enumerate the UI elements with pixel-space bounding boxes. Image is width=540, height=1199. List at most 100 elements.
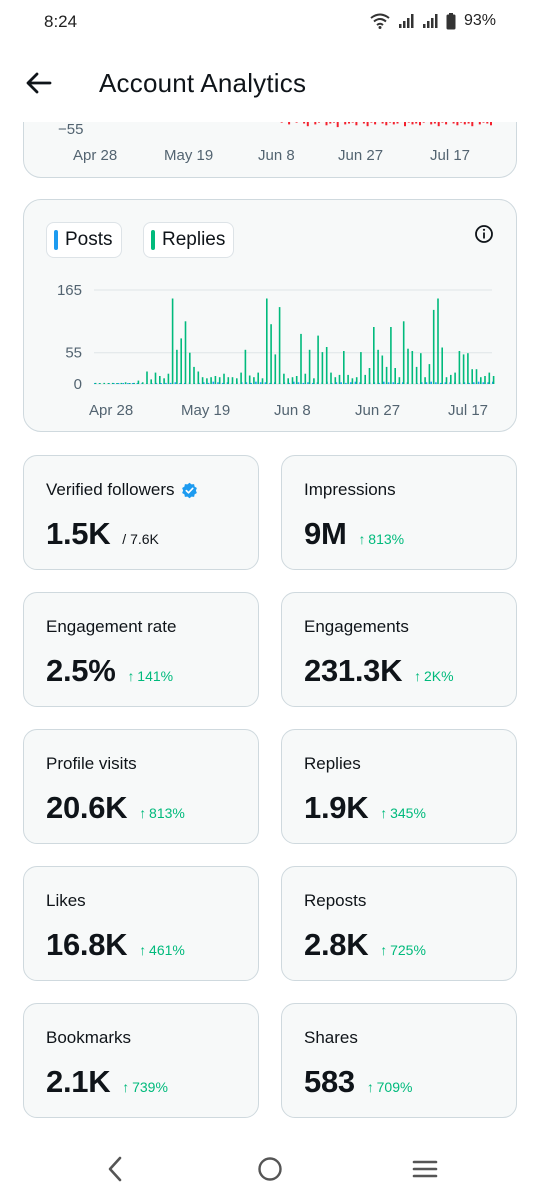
posts-bar [122,383,124,384]
stat-change: ↑ 141% [127,668,173,684]
replies-bar [373,327,375,384]
stat-value: 2.8K [304,927,369,962]
legend-replies[interactable]: Replies [143,222,235,258]
nav-home-button[interactable] [250,1151,290,1187]
replies-bar [304,373,307,384]
x-tick-label: Jul 17 [448,402,488,419]
replies-bar [223,373,225,384]
replies-bar [240,372,242,384]
posts-bar [160,383,162,384]
arrow-up-icon: ↑ [380,805,391,821]
stat-label: Reposts [304,891,367,910]
stat-value: 1.9K [304,790,369,825]
posts-bar [335,382,338,384]
stat-change-value: 813% [368,531,405,547]
arrow-up-icon: ↑ [139,805,150,821]
posts-bar [477,381,480,384]
replies-bar [107,383,110,384]
stat-total: / 7.6K [122,531,159,547]
stat-value: 1.5K [46,516,111,551]
posts-bar [165,382,167,384]
status-time: 8:24 [44,12,78,31]
replies-bar [270,324,272,384]
replies-bar [475,369,478,384]
replies-bar [167,373,170,384]
replies-bar [184,321,187,384]
nav-recents-button[interactable] [405,1151,445,1187]
nav-back-icon [108,1156,122,1182]
posts-bar [288,382,290,384]
posts-bar [444,382,447,384]
replies-bar [398,377,401,384]
replies-bar [351,378,354,384]
stat-card-reposts[interactable]: Reposts 2.8K ↑ 725% [281,866,517,981]
posts-bar [435,382,437,384]
stat-card-engagement-rate[interactable]: Engagement rate 2.5% ↑ 141% [23,592,259,707]
posts-bar [387,382,390,384]
replies-bar [210,377,212,384]
stat-card-shares[interactable]: Shares 583 ↑ 709% [281,1003,517,1118]
replies-bar [154,372,157,384]
replies-bar [171,298,174,384]
replies-bar [244,349,247,384]
replies-bar [141,382,144,384]
replies-bar [450,374,452,384]
posts-bar [302,382,305,384]
stat-card-engagements[interactable]: Engagements 231.3K ↑ 2K% [281,592,517,707]
replies-bar [159,376,161,384]
replies-bar [462,354,465,384]
chart-bar [336,119,339,128]
stat-change: ↑ 461% [139,942,185,958]
nav-back-button[interactable] [95,1151,135,1187]
posts-replies-chart: 0 55 165 Apr 28 May 19 Jun 8 Jun 27 Jul 17 [57,282,495,419]
chart-bar [325,119,328,126]
posts-bar [203,382,205,384]
replies-bar [321,352,324,384]
stat-card-verified-followers[interactable]: Verified followers 1.5K / 7.6K [23,455,259,570]
stat-row: 20.6K ↑ 813% [46,790,185,826]
legend-label: Replies [162,229,226,250]
back-button[interactable] [22,66,56,100]
replies-bar [99,383,101,384]
posts-bar [264,382,267,384]
replies-bar [94,382,97,384]
stat-row: 16.8K ↑ 461% [46,927,185,963]
stat-label-text: Verified followers [46,480,175,499]
posts-bar [207,382,210,384]
posts-bar [425,382,428,384]
nav-home-icon [258,1157,282,1181]
stat-card-bookmarks[interactable]: Bookmarks 2.1K ↑ 739% [23,1003,259,1118]
replies-bar [248,375,251,384]
posts-bar [482,382,485,384]
posts-bar [402,382,404,384]
posts-bar [255,381,257,384]
replies-bar [180,338,182,384]
stat-card-profile-visits[interactable]: Profile visits 20.6K ↑ 813% [23,729,259,844]
x-tick-label: May 19 [181,402,230,419]
posts-bar [439,382,442,384]
info-icon[interactable] [474,224,494,244]
x-tick-label: May 19 [164,147,213,164]
wifi-icon [370,13,390,29]
stat-card-impressions[interactable]: Impressions 9M ↑ 813% [281,455,517,570]
posts-replies-chart-card: Posts Replies 0 55 165 Apr 28 May 19 Jun 8 Ju… [23,199,517,432]
stat-value: 9M [304,516,347,551]
posts-bar [212,381,215,384]
replies-bar [355,377,358,384]
posts-bar [359,382,361,384]
posts-bar [345,382,347,384]
replies-bar [334,377,337,384]
stat-card-likes[interactable]: Likes 16.8K ↑ 461% [23,866,259,981]
arrow-up-icon: ↑ [127,668,138,684]
replies-bar [437,298,439,384]
legend-posts[interactable]: Posts [46,222,122,258]
stat-label: Engagement rate [46,617,177,636]
stat-label: Impressions [304,480,396,499]
replies-bar [129,383,131,384]
stat-card-replies[interactable]: Replies 1.9K ↑ 345% [281,729,517,844]
arrow-up-icon: ↑ [139,942,150,958]
stat-change-value: 2K% [423,668,454,684]
signal-icon [422,14,438,28]
battery-percent: 93% [463,12,496,29]
stat-change: ↑ 725% [380,942,426,958]
